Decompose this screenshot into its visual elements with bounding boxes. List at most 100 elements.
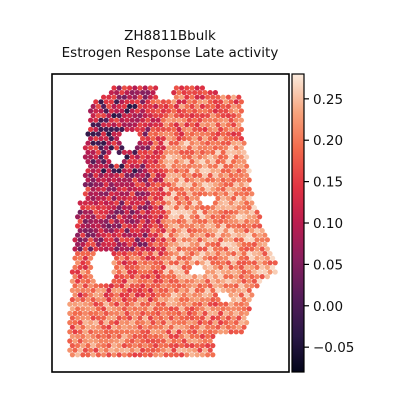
spot: [132, 187, 137, 192]
spot: [72, 348, 77, 353]
spot: [218, 320, 223, 325]
spot: [106, 315, 111, 320]
spot: [213, 265, 218, 270]
spot: [218, 200, 223, 205]
spot: [140, 265, 145, 270]
spot: [91, 196, 96, 201]
spot: [197, 99, 202, 104]
spot: [150, 173, 155, 178]
spot: [137, 150, 142, 155]
spot: [205, 122, 210, 127]
spot: [241, 196, 246, 201]
spot: [117, 343, 122, 348]
spot: [218, 154, 223, 159]
spot: [197, 210, 202, 215]
spot: [130, 164, 135, 169]
spot: [205, 159, 210, 164]
spot: [249, 219, 254, 224]
spot: [91, 168, 96, 173]
spot: [228, 219, 233, 224]
spot: [202, 256, 207, 261]
spot: [91, 315, 96, 320]
spot: [179, 104, 184, 109]
spot: [161, 274, 166, 279]
colorbar: [292, 74, 304, 372]
spot: [158, 159, 163, 164]
spot: [111, 85, 116, 90]
spot: [72, 292, 77, 297]
spot: [249, 274, 254, 279]
spot: [182, 90, 187, 95]
spot: [135, 320, 140, 325]
spot: [132, 214, 137, 219]
spot: [98, 338, 103, 343]
spot: [195, 306, 200, 311]
spot: [187, 164, 192, 169]
spot: [215, 269, 220, 274]
spot: [197, 311, 202, 316]
spot: [117, 288, 122, 293]
spot: [70, 325, 75, 330]
spot: [143, 251, 148, 256]
spot: [72, 237, 77, 242]
spot: [114, 311, 119, 316]
spot: [145, 237, 150, 242]
spot: [228, 182, 233, 187]
spot: [127, 223, 132, 228]
spot: [124, 173, 129, 178]
spot: [210, 131, 215, 136]
spot: [195, 279, 200, 284]
spot: [210, 150, 215, 155]
spot: [228, 200, 233, 205]
spot: [101, 325, 106, 330]
spot: [150, 274, 155, 279]
spot: [117, 214, 122, 219]
spot: [104, 191, 109, 196]
spot: [192, 173, 197, 178]
spot: [75, 352, 80, 357]
spot: [98, 99, 103, 104]
spot: [156, 118, 161, 123]
spot: [75, 242, 80, 247]
spot: [200, 260, 205, 265]
spot: [231, 325, 236, 330]
spot: [158, 122, 163, 127]
colorbar-tick-label: 0.20: [313, 133, 343, 149]
spot: [239, 219, 244, 224]
spot: [218, 256, 223, 261]
spot: [158, 315, 163, 320]
spot: [205, 288, 210, 293]
spot: [169, 122, 174, 127]
spot: [182, 164, 187, 169]
spot: [208, 348, 213, 353]
spot: [192, 302, 197, 307]
spot: [96, 122, 101, 127]
spot: [132, 205, 137, 210]
spot: [166, 237, 171, 242]
spot: [166, 210, 171, 215]
spot: [148, 168, 153, 173]
spot: [96, 205, 101, 210]
spot: [244, 292, 249, 297]
spot: [202, 90, 207, 95]
spot: [127, 159, 132, 164]
spot: [223, 154, 228, 159]
spot: [215, 260, 220, 265]
spot: [119, 108, 124, 113]
spot: [96, 131, 101, 136]
spot: [189, 187, 194, 192]
spot: [213, 200, 218, 205]
spot: [171, 237, 176, 242]
spot: [137, 315, 142, 320]
spot: [252, 205, 257, 210]
spot: [200, 251, 205, 256]
spot: [176, 219, 181, 224]
spot: [96, 352, 101, 357]
spot: [208, 292, 213, 297]
spot: [75, 251, 80, 256]
spot: [192, 118, 197, 123]
spot: [119, 338, 124, 343]
spot: [145, 210, 150, 215]
spot: [182, 200, 187, 205]
spot: [171, 292, 176, 297]
